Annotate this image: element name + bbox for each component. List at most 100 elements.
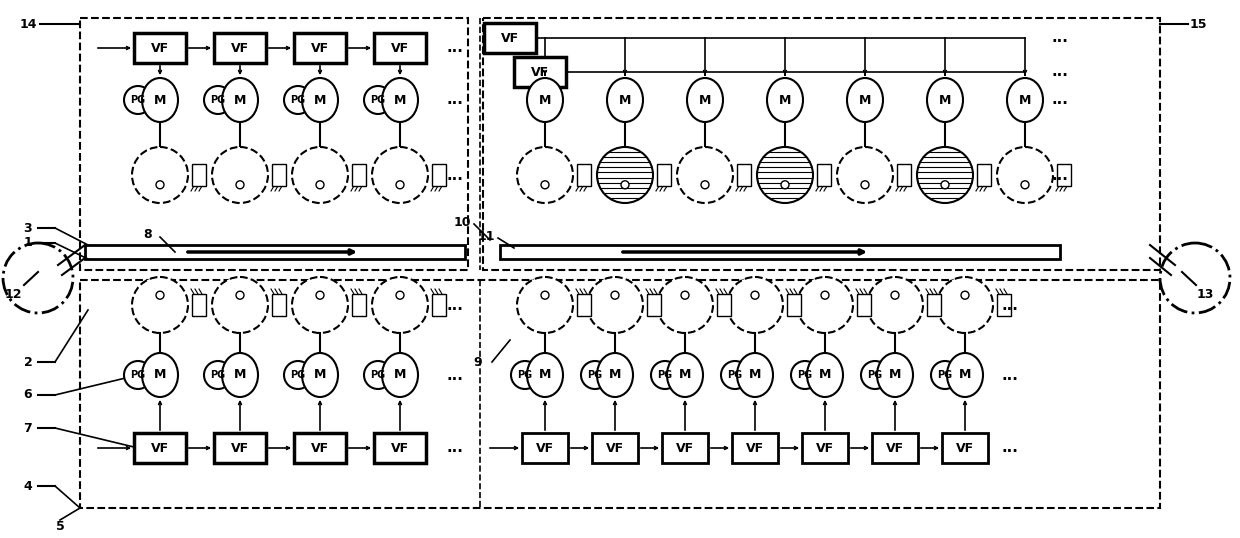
Text: ...: ... <box>1002 441 1018 456</box>
Text: M: M <box>749 369 761 381</box>
Text: PG: PG <box>371 370 386 380</box>
Bar <box>522 433 568 463</box>
Circle shape <box>681 291 689 299</box>
Bar <box>591 433 639 463</box>
Circle shape <box>156 181 164 189</box>
Circle shape <box>365 361 392 389</box>
Ellipse shape <box>877 353 913 397</box>
Circle shape <box>861 181 869 189</box>
Bar <box>1056 164 1071 186</box>
Ellipse shape <box>143 78 179 122</box>
Bar <box>817 164 831 186</box>
Text: PG: PG <box>517 370 532 380</box>
Bar <box>942 433 988 463</box>
Circle shape <box>937 277 993 333</box>
Circle shape <box>236 291 244 299</box>
Circle shape <box>791 361 818 389</box>
Text: 10: 10 <box>454 216 471 229</box>
Text: VF: VF <box>311 41 329 54</box>
Text: M: M <box>939 94 951 107</box>
Bar <box>484 18 1159 270</box>
Circle shape <box>621 181 629 189</box>
Ellipse shape <box>143 353 179 397</box>
Bar <box>515 57 565 87</box>
Circle shape <box>756 147 813 203</box>
Bar <box>81 280 1159 508</box>
Text: PG: PG <box>290 95 305 105</box>
Text: 7: 7 <box>24 421 32 435</box>
Circle shape <box>372 147 428 203</box>
Text: PG: PG <box>290 370 305 380</box>
Circle shape <box>124 361 153 389</box>
Circle shape <box>651 361 680 389</box>
Ellipse shape <box>608 78 644 122</box>
Text: ...: ... <box>1052 167 1069 182</box>
Circle shape <box>291 277 348 333</box>
Circle shape <box>1159 243 1230 313</box>
Circle shape <box>821 291 830 299</box>
Bar <box>500 245 1060 259</box>
Circle shape <box>918 147 973 203</box>
Text: M: M <box>678 369 691 381</box>
Ellipse shape <box>382 78 418 122</box>
Text: 8: 8 <box>144 229 153 242</box>
Bar <box>294 433 346 463</box>
Text: 4: 4 <box>24 479 32 492</box>
Bar <box>737 164 751 186</box>
Text: ...: ... <box>1002 298 1018 313</box>
Text: PG: PG <box>868 370 883 380</box>
Circle shape <box>212 147 268 203</box>
Text: PG: PG <box>371 95 386 105</box>
Bar <box>977 164 991 186</box>
Bar <box>272 294 286 316</box>
Text: VF: VF <box>391 442 409 455</box>
Text: PG: PG <box>130 95 145 105</box>
Text: ...: ... <box>446 167 464 182</box>
Circle shape <box>720 361 749 389</box>
Text: M: M <box>699 94 712 107</box>
Text: ...: ... <box>446 93 464 108</box>
Circle shape <box>396 291 404 299</box>
Text: ...: ... <box>446 441 464 456</box>
Text: ...: ... <box>1052 31 1069 46</box>
Circle shape <box>961 291 968 299</box>
Text: 1: 1 <box>24 237 32 250</box>
Text: VF: VF <box>536 442 554 455</box>
Text: ...: ... <box>446 298 464 313</box>
Bar <box>662 433 708 463</box>
Circle shape <box>781 181 789 189</box>
Circle shape <box>541 291 549 299</box>
Circle shape <box>582 361 609 389</box>
Circle shape <box>372 277 428 333</box>
Ellipse shape <box>847 78 883 122</box>
Bar <box>577 294 591 316</box>
Circle shape <box>1021 181 1029 189</box>
Text: M: M <box>314 369 326 381</box>
Text: M: M <box>959 369 971 381</box>
Text: 15: 15 <box>1189 18 1207 31</box>
Bar <box>857 294 870 316</box>
Text: VF: VF <box>231 41 249 54</box>
Text: M: M <box>394 94 407 107</box>
Circle shape <box>517 147 573 203</box>
Text: PG: PG <box>797 370 812 380</box>
Ellipse shape <box>527 353 563 397</box>
Text: PG: PG <box>937 370 952 380</box>
Text: 11: 11 <box>477 230 495 243</box>
Text: M: M <box>859 94 872 107</box>
Text: VF: VF <box>676 442 694 455</box>
Circle shape <box>931 361 959 389</box>
Text: M: M <box>889 369 901 381</box>
Text: M: M <box>779 94 791 107</box>
Text: VF: VF <box>151 41 169 54</box>
Circle shape <box>156 291 164 299</box>
Text: M: M <box>1019 94 1032 107</box>
Circle shape <box>837 147 893 203</box>
Text: VF: VF <box>531 66 549 79</box>
Circle shape <box>124 86 153 114</box>
Text: PG: PG <box>728 370 743 380</box>
Text: ...: ... <box>446 40 464 55</box>
Text: ...: ... <box>1052 65 1069 80</box>
Circle shape <box>797 277 853 333</box>
Text: M: M <box>619 94 631 107</box>
